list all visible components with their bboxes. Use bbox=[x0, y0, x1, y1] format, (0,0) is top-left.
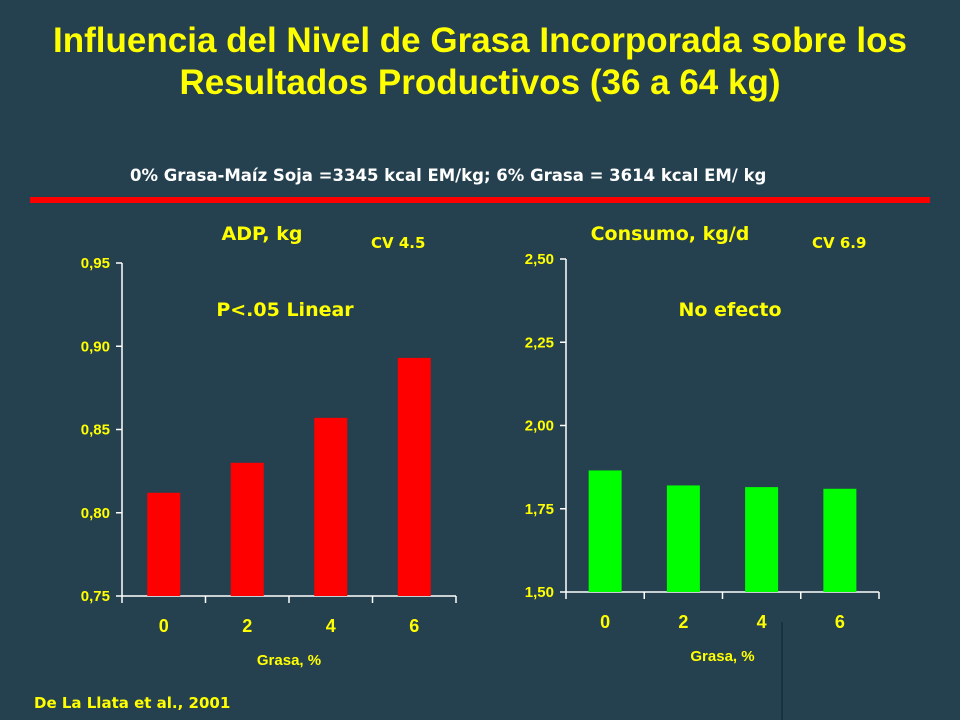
x-tick-label: 4 bbox=[757, 612, 767, 632]
cv-label: CV 4.5 bbox=[371, 234, 425, 252]
bar-6 bbox=[397, 357, 431, 596]
y-tick-label: 2,25 bbox=[525, 334, 554, 351]
chart-title: ADP, kg bbox=[222, 223, 303, 245]
y-tick-label: 1,75 bbox=[525, 501, 554, 518]
cv-label: CV 6.9 bbox=[812, 234, 866, 252]
bar-0 bbox=[147, 492, 181, 596]
x-tick-label: 0 bbox=[600, 612, 610, 632]
x-tick-label: 6 bbox=[409, 616, 419, 636]
consumo-chart: Consumo, kg/d CV 6.9 No efecto Grasa, % … bbox=[525, 223, 880, 665]
chart-title: Consumo, kg/d bbox=[591, 223, 750, 245]
x-axis-label: Grasa, % bbox=[690, 648, 754, 665]
y-tick-label: 2,00 bbox=[525, 418, 554, 435]
y-tick-label: 1,50 bbox=[525, 584, 554, 601]
y-tick-label: 0,80 bbox=[81, 505, 110, 522]
bar-2 bbox=[230, 462, 264, 596]
bar-2 bbox=[666, 485, 700, 592]
y-tick-label: 0,85 bbox=[81, 422, 110, 439]
significance-annotation: P<.05 Linear bbox=[216, 299, 354, 321]
vertical-line bbox=[781, 622, 783, 720]
y-tick-label: 0,90 bbox=[81, 338, 110, 355]
significance-annotation: No efecto bbox=[678, 299, 781, 321]
adp-chart: ADP, kg CV 4.5 P<.05 Linear Grasa, % 0,7… bbox=[81, 223, 457, 669]
citation: De La Llata et al., 2001 bbox=[34, 694, 231, 712]
slide-title: Influencia del Nivel de Grasa Incorporad… bbox=[53, 21, 907, 102]
red-divider bbox=[30, 197, 930, 203]
x-axis-label: Grasa, % bbox=[257, 652, 321, 669]
y-tick-label: 2,50 bbox=[525, 251, 554, 268]
bar-4 bbox=[745, 487, 779, 592]
y-tick-label: 0,95 bbox=[81, 255, 110, 272]
x-tick-label: 4 bbox=[326, 616, 336, 636]
x-tick-label: 6 bbox=[835, 612, 845, 632]
bar-4 bbox=[314, 417, 348, 596]
bar-6 bbox=[823, 488, 857, 592]
bar-0 bbox=[588, 470, 622, 592]
energy-subtitle: 0% Grasa-Maíz Soja =3345 kcal EM/kg; 6% … bbox=[130, 166, 767, 185]
x-tick-label: 0 bbox=[159, 616, 169, 636]
x-tick-label: 2 bbox=[678, 612, 688, 632]
x-tick-label: 2 bbox=[242, 616, 252, 636]
y-tick-label: 0,75 bbox=[81, 588, 110, 605]
